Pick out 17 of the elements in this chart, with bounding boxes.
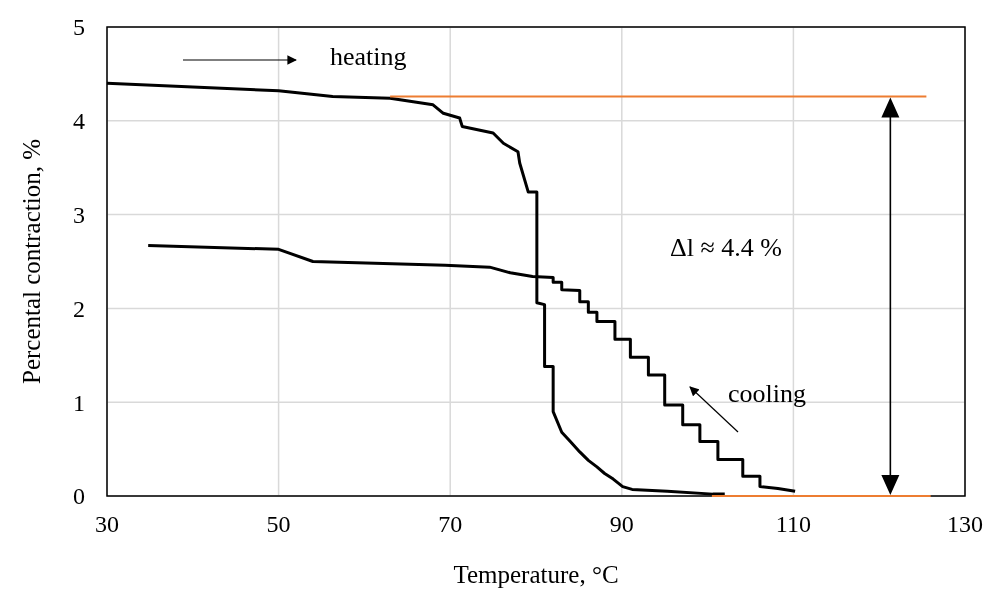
y-tick-label: 5 [73,14,85,41]
y-tick-label: 1 [73,389,85,416]
x-tick-label: 50 [266,511,291,537]
y-axis-title: Percental contraction, % [18,138,45,385]
x-tick-label: 90 [609,511,634,537]
y-tick-label: 4 [73,108,85,135]
y-tick-label: 0 [73,483,85,510]
annotation: Δl ≈ 4.4 % [670,233,782,262]
x-axis-title: Temperature, °C [453,561,619,588]
x-tick-label: 30 [95,511,119,537]
y-tick-label: 2 [73,295,85,322]
y-tick-label: 3 [73,202,85,228]
x-tick-label: 130 [947,511,983,537]
x-tick-label: 110 [775,511,811,537]
x-tick-label: 70 [438,511,463,537]
annotation: cooling [728,379,806,408]
annotation: heating [330,42,407,71]
